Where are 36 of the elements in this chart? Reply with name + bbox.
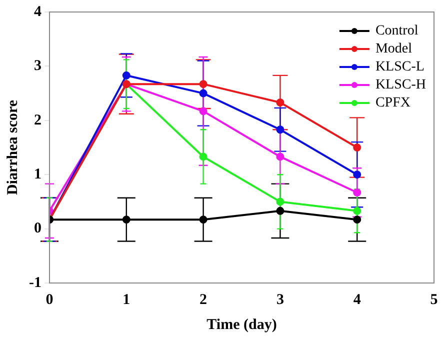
- y-tick-label: 2: [34, 112, 42, 128]
- x-tick-label: 0: [46, 292, 54, 308]
- point: [122, 216, 130, 224]
- point: [276, 152, 284, 161]
- y-tick-label: 0: [34, 220, 42, 237]
- legend-label: CPFX: [375, 96, 410, 111]
- x-tick-label: 3: [276, 292, 284, 308]
- x-tick-label: 2: [200, 292, 208, 308]
- legend-label: Control: [375, 24, 418, 39]
- point: [199, 152, 208, 161]
- point: [353, 170, 362, 179]
- legend-label: KLSC-L: [375, 60, 424, 75]
- point: [199, 80, 208, 88]
- legend-label: Model: [375, 42, 412, 57]
- x-tick-label: 1: [122, 292, 130, 308]
- x-axis-title: Time (day): [206, 316, 277, 333]
- point: [276, 198, 284, 206]
- x-tick-label: 5: [430, 292, 438, 308]
- y-tick-label: 1: [34, 166, 42, 182]
- point: [276, 126, 284, 134]
- point: [122, 71, 130, 80]
- point: [199, 89, 208, 98]
- point: [199, 216, 208, 224]
- point: [276, 206, 284, 215]
- y-tick-label: -1: [28, 274, 42, 291]
- y-tick-label: 3: [34, 58, 42, 74]
- y-axis-title: Diarrhea score: [4, 100, 21, 196]
- x-tick-label: 4: [353, 292, 362, 308]
- y-tick-label: 4: [34, 4, 42, 20]
- point: [353, 216, 362, 224]
- point: [353, 206, 362, 215]
- legend-label: KLSC-H: [375, 78, 426, 93]
- point: [276, 98, 284, 107]
- point: [199, 107, 208, 116]
- point: [353, 144, 362, 152]
- point: [353, 188, 362, 196]
